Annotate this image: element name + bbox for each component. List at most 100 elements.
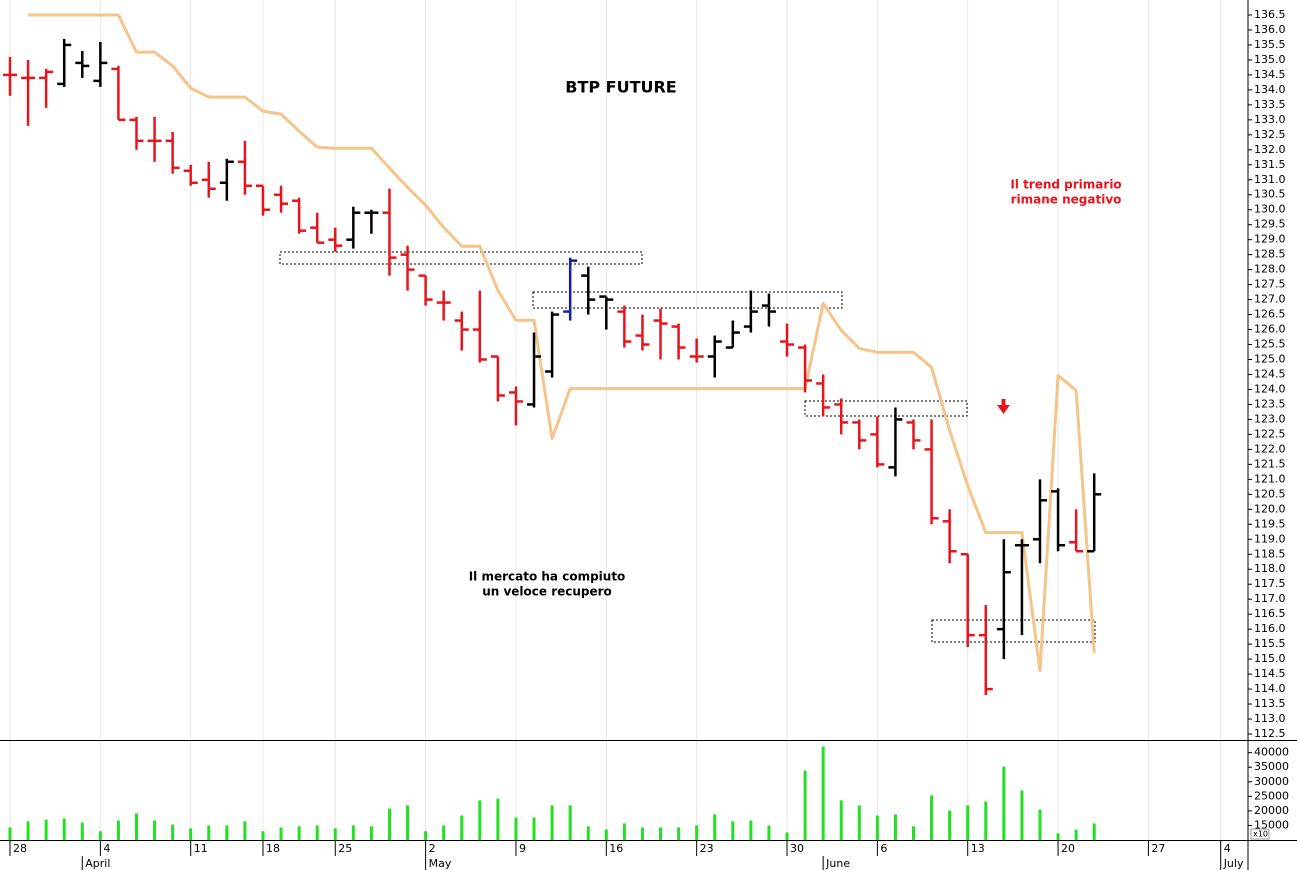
volume-bar: [1056, 833, 1060, 840]
zone-box: [279, 251, 643, 265]
y-tick-label: 15000: [1254, 818, 1289, 831]
volume-bar: [478, 800, 482, 840]
y-tick-label: 116.5: [1254, 607, 1286, 620]
unit-box: [1250, 828, 1270, 840]
volume-bar: [297, 826, 301, 840]
volume-bar: [44, 819, 48, 840]
y-tick-label: 131.0: [1254, 173, 1286, 186]
y-tick-label: 121.5: [1254, 457, 1286, 470]
volume-bar: [26, 821, 30, 840]
x-tick-label: 4: [1224, 842, 1231, 855]
volume-bar: [586, 826, 590, 840]
volume-bar: [713, 814, 717, 840]
volume-bar: [659, 827, 663, 840]
y-tick-label: 125.5: [1254, 338, 1286, 351]
volume-bar: [930, 795, 934, 840]
volume-bar: [116, 820, 120, 840]
x-tick-label: 30: [790, 842, 804, 855]
volume-bar: [153, 820, 157, 840]
y-tick-label: 123.5: [1254, 397, 1286, 410]
x-tick-label: 18: [266, 842, 280, 855]
y-tick-label: 134.5: [1254, 68, 1286, 81]
x-tick-label: 20: [1061, 842, 1075, 855]
y-tick-label: 119.0: [1254, 532, 1286, 545]
volume-bar: [424, 831, 428, 840]
volume-bar: [279, 827, 283, 840]
volume-unit: x10: [1253, 830, 1268, 839]
volume-bar: [496, 798, 500, 840]
volume-bar: [966, 805, 970, 840]
y-tick-label: 120.5: [1254, 487, 1286, 500]
month-label: April: [85, 857, 110, 870]
volume-bar: [406, 805, 410, 840]
x-tick-label: 11: [194, 842, 208, 855]
x-tick-label: 4: [103, 842, 110, 855]
volume-bar: [8, 827, 12, 840]
y-tick-label: 127.5: [1254, 278, 1286, 291]
y-tick-label: 114.0: [1254, 682, 1286, 695]
volume-bar: [604, 829, 608, 840]
y-tick-label: 40000: [1254, 746, 1289, 759]
volume-bar: [857, 805, 861, 840]
overlay-line: [28, 13, 1096, 673]
volume-bar: [171, 824, 175, 840]
volume-bar: [984, 801, 988, 840]
volume-bar: [1074, 829, 1078, 840]
volume-bar: [351, 825, 355, 840]
annotation: Il trend primario: [1010, 178, 1121, 192]
y-tick-label: 122.5: [1254, 427, 1286, 440]
volume-bar: [243, 821, 247, 840]
y-tick-label: 131.5: [1254, 158, 1286, 171]
zone-box: [804, 400, 968, 417]
y-tick-label: 128.5: [1254, 248, 1286, 261]
x-tick-label: 16: [609, 842, 623, 855]
volume-bar: [460, 815, 464, 840]
volume-bar: [315, 825, 319, 840]
volume-bar: [785, 832, 789, 840]
y-tick-label: 125.0: [1254, 353, 1286, 366]
volume-bar: [550, 805, 554, 840]
annotation: rimane negativo: [1011, 193, 1122, 207]
y-tick-label: 118.0: [1254, 562, 1286, 575]
volume-bar: [134, 813, 138, 840]
y-tick-label: 130.5: [1254, 188, 1286, 201]
y-tick-label: 136.0: [1254, 23, 1286, 36]
y-tick-label: 134.0: [1254, 83, 1286, 96]
volume-bar: [1038, 809, 1042, 840]
volume-bar: [80, 822, 84, 840]
volume-bar: [261, 831, 265, 840]
y-tick-label: 119.5: [1254, 517, 1286, 530]
down-arrow: [997, 399, 1010, 414]
y-tick-label: 124.5: [1254, 367, 1286, 380]
volume-bar: [912, 826, 915, 840]
volume-bar: [333, 828, 337, 840]
y-tick-label: 124.0: [1254, 382, 1286, 395]
volume-bar: [803, 770, 807, 840]
volume-bar: [622, 823, 626, 840]
y-tick-label: 112.5: [1254, 727, 1286, 740]
y-tick-label: 118.5: [1254, 547, 1286, 560]
annotation: un veloce recupero: [482, 585, 612, 599]
volume-bar: [442, 825, 446, 840]
y-tick-label: 129.5: [1254, 218, 1286, 231]
y-tick-label: 126.5: [1254, 308, 1286, 321]
volume-bar: [749, 820, 753, 840]
y-tick-label: 133.5: [1254, 98, 1286, 111]
volume-bar: [514, 817, 518, 840]
volume-bar: [225, 825, 229, 840]
y-tick-label: 129.0: [1254, 233, 1286, 246]
volume-bar: [387, 808, 391, 840]
y-tick-label: 25000: [1254, 789, 1289, 802]
y-tick-label: 135.0: [1254, 53, 1286, 66]
volume-bar: [532, 817, 536, 840]
y-tick-label: 30000: [1254, 775, 1289, 788]
y-tick-label: 117.5: [1254, 577, 1286, 590]
volume-bar: [821, 746, 825, 840]
volume-bar: [1020, 790, 1024, 840]
month-label: July: [1223, 857, 1244, 870]
y-tick-label: 133.0: [1254, 113, 1286, 126]
arrow-shaft: [1001, 399, 1006, 406]
y-tick-label: 130.0: [1254, 203, 1286, 216]
y-tick-label: 132.5: [1254, 128, 1286, 141]
